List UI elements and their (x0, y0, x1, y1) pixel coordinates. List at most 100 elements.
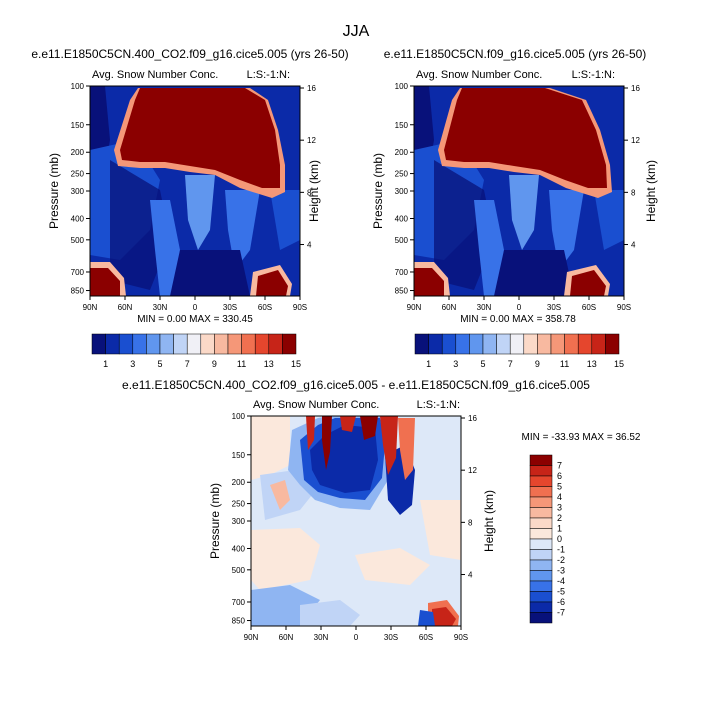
colorbar-label: 4 (557, 492, 562, 502)
colorbar-swatch (564, 333, 579, 355)
colorbar-swatch (529, 528, 553, 540)
x-tick-label: 90S (454, 633, 468, 642)
colorbar-label: 3 (130, 359, 135, 369)
x-tick-label: 30N (477, 303, 492, 312)
colorbar-swatch (523, 333, 538, 355)
y2-tick-label: 16 (468, 414, 477, 423)
colorbar-swatch (529, 465, 553, 477)
colorbar-label: 6 (557, 471, 562, 481)
colorbar-label: 15 (614, 359, 624, 369)
y2-tick-label: 8 (631, 188, 636, 197)
panel-2-y2-ticks: 16 12 8 4 (624, 84, 640, 250)
panel-1-x-ticks: 90N 60N 30N 0 30S 60S 90S (83, 296, 307, 312)
colorbar-label: 2 (557, 513, 562, 523)
panel-2-y-ticks: 100 150 200 250 300 400 500 700 850 (395, 82, 414, 296)
colorbar-swatch (105, 333, 120, 355)
colorbar-label: 7 (557, 461, 562, 471)
colorbar-label: 11 (560, 359, 569, 369)
colorbar-swatch (496, 333, 511, 355)
colorbar-swatch (529, 559, 553, 571)
y2-tick-label: 16 (631, 84, 640, 93)
colorbar-label: -6 (557, 597, 565, 607)
colorbar-label: 5 (480, 359, 485, 369)
panel-2-title: e.e11.E1850C5CN.f09_g16.cice5.005 (yrs 2… (384, 47, 647, 61)
panel-1-colorbar: 1 3 5 7 9 11 13 15 (91, 333, 301, 369)
x-tick-label: 60S (582, 303, 596, 312)
colorbar-label: 0 (557, 534, 562, 544)
x-tick-label: 60S (258, 303, 272, 312)
colorbar-swatch (605, 333, 620, 355)
x-tick-label: 60N (118, 303, 133, 312)
y-tick-label: 850 (71, 287, 85, 296)
colorbar-swatch (441, 333, 457, 355)
colorbar-swatch (428, 333, 443, 355)
colorbar-swatch (529, 486, 553, 498)
y2-tick-label: 16 (307, 84, 316, 93)
colorbar-label: 9 (212, 359, 217, 369)
colorbar-label: -4 (557, 576, 565, 586)
x-tick-label: 60S (419, 633, 433, 642)
colorbar-swatch (529, 591, 553, 603)
panel-2-minmax: MIN = 0.00 MAX = 358.78 (460, 314, 576, 325)
panel-2-variable-label: Avg. Snow Number Conc. (416, 69, 542, 81)
x-tick-label: 0 (193, 303, 198, 312)
x-tick-label: 90S (617, 303, 631, 312)
panel-2-units-label: L:S:-1:N: (572, 69, 615, 81)
x-tick-label: 30S (547, 303, 561, 312)
panel-3-x-ticks: 90N 60N 30N 0 30S 60S 90S (244, 626, 468, 642)
colorbar-swatch (455, 333, 470, 355)
colorbar-swatch (529, 549, 553, 561)
x-tick-label: 90N (407, 303, 422, 312)
y-tick-label: 400 (71, 214, 85, 223)
colorbar-swatch (591, 333, 606, 355)
colorbar-swatch (268, 333, 283, 355)
panel-3-variable-label: Avg. Snow Number Conc. (253, 399, 379, 411)
colorbar-swatch (214, 333, 229, 355)
x-tick-label: 30S (384, 633, 398, 642)
y-tick-label: 850 (395, 287, 409, 296)
colorbar-label: -2 (557, 555, 565, 565)
panel-1-variable-label: Avg. Snow Number Conc. (92, 69, 218, 81)
panel-3-minmax: MIN = -33.93 MAX = 36.52 (522, 432, 641, 443)
x-tick-label: 0 (517, 303, 522, 312)
colorbar-swatch (282, 333, 297, 355)
y-tick-label: 300 (395, 187, 409, 196)
panel-3: e.e11.E1850C5CN.400_CO2.f09_g16.cice5.00… (122, 378, 641, 642)
panel-3-ylabel: Pressure (mb) (208, 483, 222, 559)
colorbar-label: -3 (557, 566, 565, 576)
colorbar-swatch (529, 538, 553, 550)
y-tick-label: 250 (71, 170, 85, 179)
colorbar-swatch (529, 496, 553, 508)
x-tick-label: 0 (354, 633, 359, 642)
panel-1-minmax: MIN = 0.00 MAX = 330.45 (137, 314, 253, 325)
colorbar-label: -1 (557, 545, 565, 555)
y-tick-label: 850 (232, 617, 246, 626)
colorbar-swatch (241, 333, 256, 355)
y-tick-label: 100 (232, 412, 246, 421)
colorbar-swatch (91, 333, 106, 355)
colorbar-swatch (173, 333, 188, 355)
colorbar-swatch (159, 333, 174, 355)
panel-1: e.e11.E1850C5CN.400_CO2.f09_g16.cice5.00… (31, 47, 348, 369)
y2-tick-label: 8 (468, 518, 473, 527)
y2-tick-label: 8 (307, 188, 312, 197)
colorbar-swatch (529, 517, 553, 529)
y-tick-label: 150 (232, 451, 246, 460)
colorbar-swatch (469, 333, 484, 355)
panel-2-ylabel-right: Height (km) (644, 160, 658, 222)
y-tick-label: 300 (232, 517, 246, 526)
panel-1-ylabel-right: Height (km) (307, 160, 321, 222)
panel-1-title: e.e11.E1850C5CN.400_CO2.f09_g16.cice5.00… (31, 47, 348, 61)
x-tick-label: 30S (223, 303, 237, 312)
panel-3-y2-ticks: 16 12 8 4 (461, 414, 477, 580)
colorbar-swatch (254, 333, 270, 355)
colorbar-label: 9 (535, 359, 540, 369)
colorbar-swatch (227, 333, 242, 355)
colorbar-swatch (146, 333, 161, 355)
y-tick-label: 100 (71, 82, 85, 91)
y2-tick-label: 4 (631, 241, 636, 250)
figure-title: JJA (343, 23, 370, 40)
y-tick-label: 500 (232, 566, 246, 575)
colorbar-swatch (537, 333, 552, 355)
